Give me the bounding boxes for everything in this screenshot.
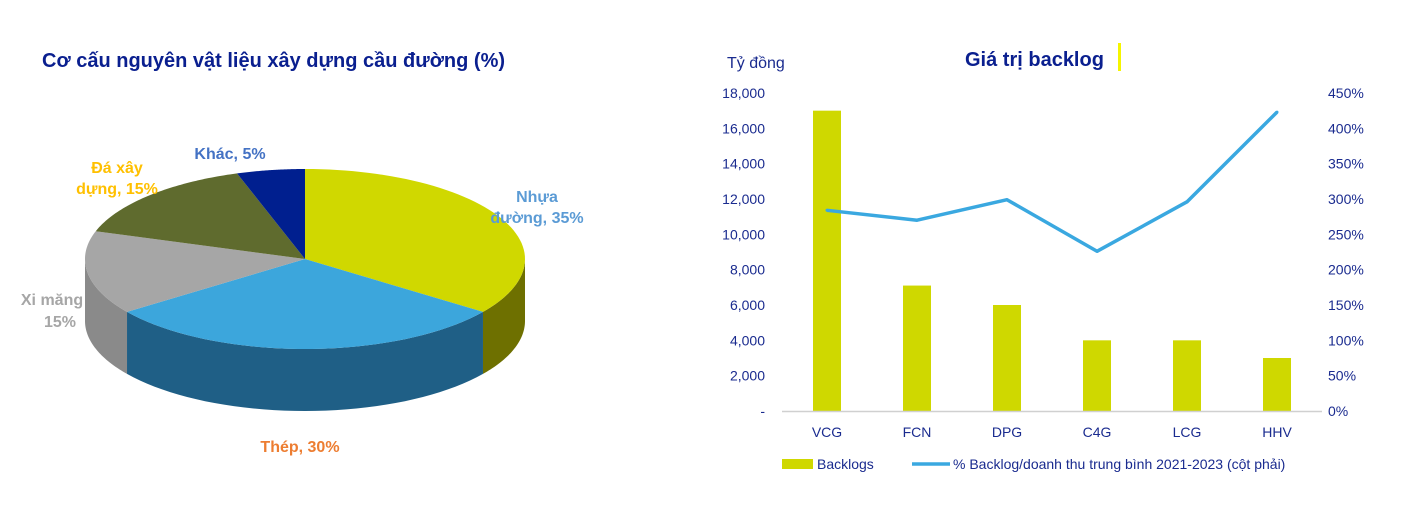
- right-axis-tick-label: 350%: [1328, 156, 1364, 172]
- pie-slice: [305, 169, 525, 312]
- bar-vcg: [813, 110, 841, 412]
- pie-data-label: Khác, 5%: [194, 146, 265, 163]
- right-axis-tick-label: 200%: [1328, 262, 1364, 278]
- pie-data-label: Xi măng: [21, 292, 83, 309]
- right-axis-tick-label: 450%: [1328, 85, 1364, 101]
- pie-data-label: dựng, 15%: [76, 181, 158, 198]
- left-axis-tick-label: 16,000: [722, 120, 765, 136]
- x-axis-tick-label: HHV: [1262, 424, 1292, 440]
- pie-slice: [237, 169, 305, 259]
- pie-data-label: đường, 35%: [490, 210, 583, 227]
- pie-data-label: Đá xây: [91, 160, 143, 177]
- pie-data-label: Nhựa: [516, 189, 558, 206]
- right-axis-tick-label: 400%: [1328, 120, 1364, 136]
- left-axis-tick-label: 8,000: [730, 262, 765, 278]
- title-highlight-mark: [1118, 43, 1121, 71]
- pie-slice-side: [482, 259, 525, 374]
- line-point-vcg: [825, 208, 829, 212]
- right-axis-tick-label: 100%: [1328, 332, 1364, 348]
- left-axis-tick-label: 12,000: [722, 191, 765, 207]
- legend-label-line: % Backlog/doanh thu trung bình 2021-2023…: [953, 456, 1285, 472]
- bar-fcn: [903, 285, 931, 411]
- left-axis-unit: Tỷ đồng: [727, 55, 785, 72]
- right-axis-tick-label: 300%: [1328, 191, 1364, 207]
- line-point-c4g: [1095, 249, 1099, 253]
- line-point-dpg: [1005, 198, 1009, 202]
- legend-label-backlogs: Backlogs: [817, 456, 874, 472]
- line-series: [826, 110, 1279, 254]
- bar-dpg: [993, 305, 1021, 411]
- pie-slice: [127, 259, 483, 349]
- pie-slice: [85, 231, 305, 312]
- x-axis-tick-label: DPG: [992, 424, 1022, 440]
- pie-title: Cơ cấu nguyên vật liệu xây dựng cầu đườn…: [42, 50, 505, 72]
- pie-data-label: 15%: [44, 314, 76, 331]
- pie-slice-side: [127, 311, 483, 411]
- legend-swatch-backlogs: [782, 459, 813, 469]
- right-axis-tick-label: 250%: [1328, 226, 1364, 242]
- left-axis-tick-label: 4,000: [730, 332, 765, 348]
- bar-c4g: [1083, 340, 1111, 411]
- pie-data-label: Thép, 30%: [260, 439, 339, 456]
- bar-line-chart: - 2,000 4,000 6,000 8,000 10,000 12,000 14,000 1…: [722, 85, 1364, 472]
- left-axis-tick-label: 10,000: [722, 226, 765, 242]
- left-axis-tick-label: -: [760, 403, 765, 419]
- x-axis-tick-label: FCN: [903, 424, 932, 440]
- bar-hhv: [1263, 358, 1291, 411]
- x-axis-tick-label: VCG: [812, 424, 842, 440]
- pie-chart: Nhựa đường, 35% Thép, 30% Xi măng 15% Đá xây d…: [21, 146, 584, 456]
- line-point-lcg: [1185, 200, 1189, 204]
- right-axis-tick-label: 50%: [1328, 368, 1356, 384]
- pie-slice: [95, 173, 305, 259]
- bar-lcg: [1173, 340, 1201, 411]
- right-axis-tick-label: 150%: [1328, 297, 1364, 313]
- left-axis-tick-label: 14,000: [722, 156, 765, 172]
- right-axis-tick-label: 0%: [1328, 403, 1348, 419]
- pie-slice-side: [85, 259, 128, 374]
- line-point-fcn: [915, 218, 919, 222]
- line-point-hhv: [1275, 110, 1279, 114]
- left-axis-tick-label: 6,000: [730, 297, 765, 313]
- bar-chart-title: Giá trị backlog: [965, 49, 1104, 71]
- x-axis-tick-label: LCG: [1173, 424, 1202, 440]
- left-axis-tick-label: 2,000: [730, 368, 765, 384]
- left-axis-tick-label: 18,000: [722, 85, 765, 101]
- x-axis-tick-label: C4G: [1083, 424, 1112, 440]
